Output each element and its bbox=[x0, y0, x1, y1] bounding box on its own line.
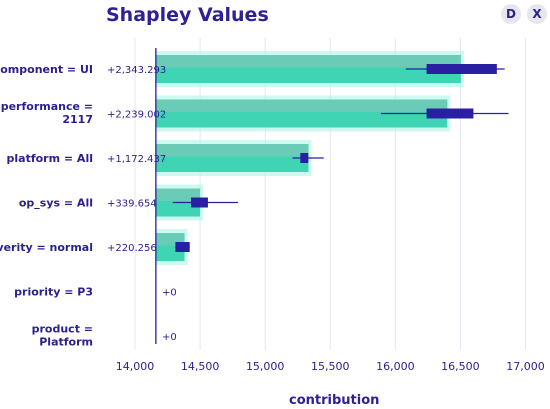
value-label: +1,172.437 bbox=[107, 154, 166, 165]
value-label: +2,239.002 bbox=[107, 110, 166, 121]
x-tick-label: 17,000 bbox=[506, 360, 545, 373]
interval-box bbox=[191, 197, 208, 208]
interval-box bbox=[300, 153, 309, 163]
interval-box bbox=[175, 242, 190, 252]
value-label: +339.654 bbox=[107, 199, 157, 210]
value-label: +0 bbox=[162, 288, 177, 299]
x-axis-label: contribution bbox=[289, 393, 380, 408]
bar-shade bbox=[155, 55, 461, 68]
bar-shade bbox=[155, 188, 201, 202]
x-tick-label: 16,000 bbox=[376, 360, 415, 373]
interval-box bbox=[426, 64, 497, 74]
interval-box bbox=[426, 108, 474, 119]
category-label: product = bbox=[32, 323, 93, 336]
category-label: platform = All bbox=[7, 152, 94, 165]
category-label: Platform bbox=[39, 336, 93, 349]
category-label: severity = normal bbox=[0, 241, 93, 254]
x-tick-label: 16,500 bbox=[441, 360, 480, 373]
close-button[interactable]: X bbox=[527, 4, 547, 24]
x-tick-label: 14,500 bbox=[181, 360, 220, 373]
value-label: +220.256 bbox=[107, 243, 157, 254]
category-label: priority = P3 bbox=[14, 286, 93, 299]
x-tick-label: 14,000 bbox=[116, 360, 155, 373]
chart-title: Shapley Values bbox=[106, 4, 269, 26]
bar-shade bbox=[155, 99, 448, 113]
category-label: 2117 bbox=[62, 113, 93, 126]
bar-shade bbox=[155, 144, 309, 157]
d-button[interactable]: D bbox=[501, 4, 521, 24]
category-label: performance = bbox=[1, 100, 93, 113]
value-label: +0 bbox=[162, 332, 177, 343]
value-label: +2,343.293 bbox=[107, 65, 166, 76]
x-tick-label: 15,500 bbox=[311, 360, 350, 373]
category-label: op_sys = All bbox=[19, 197, 93, 210]
x-tick-label: 15,000 bbox=[246, 360, 285, 373]
category-label: component = UI bbox=[0, 63, 93, 76]
